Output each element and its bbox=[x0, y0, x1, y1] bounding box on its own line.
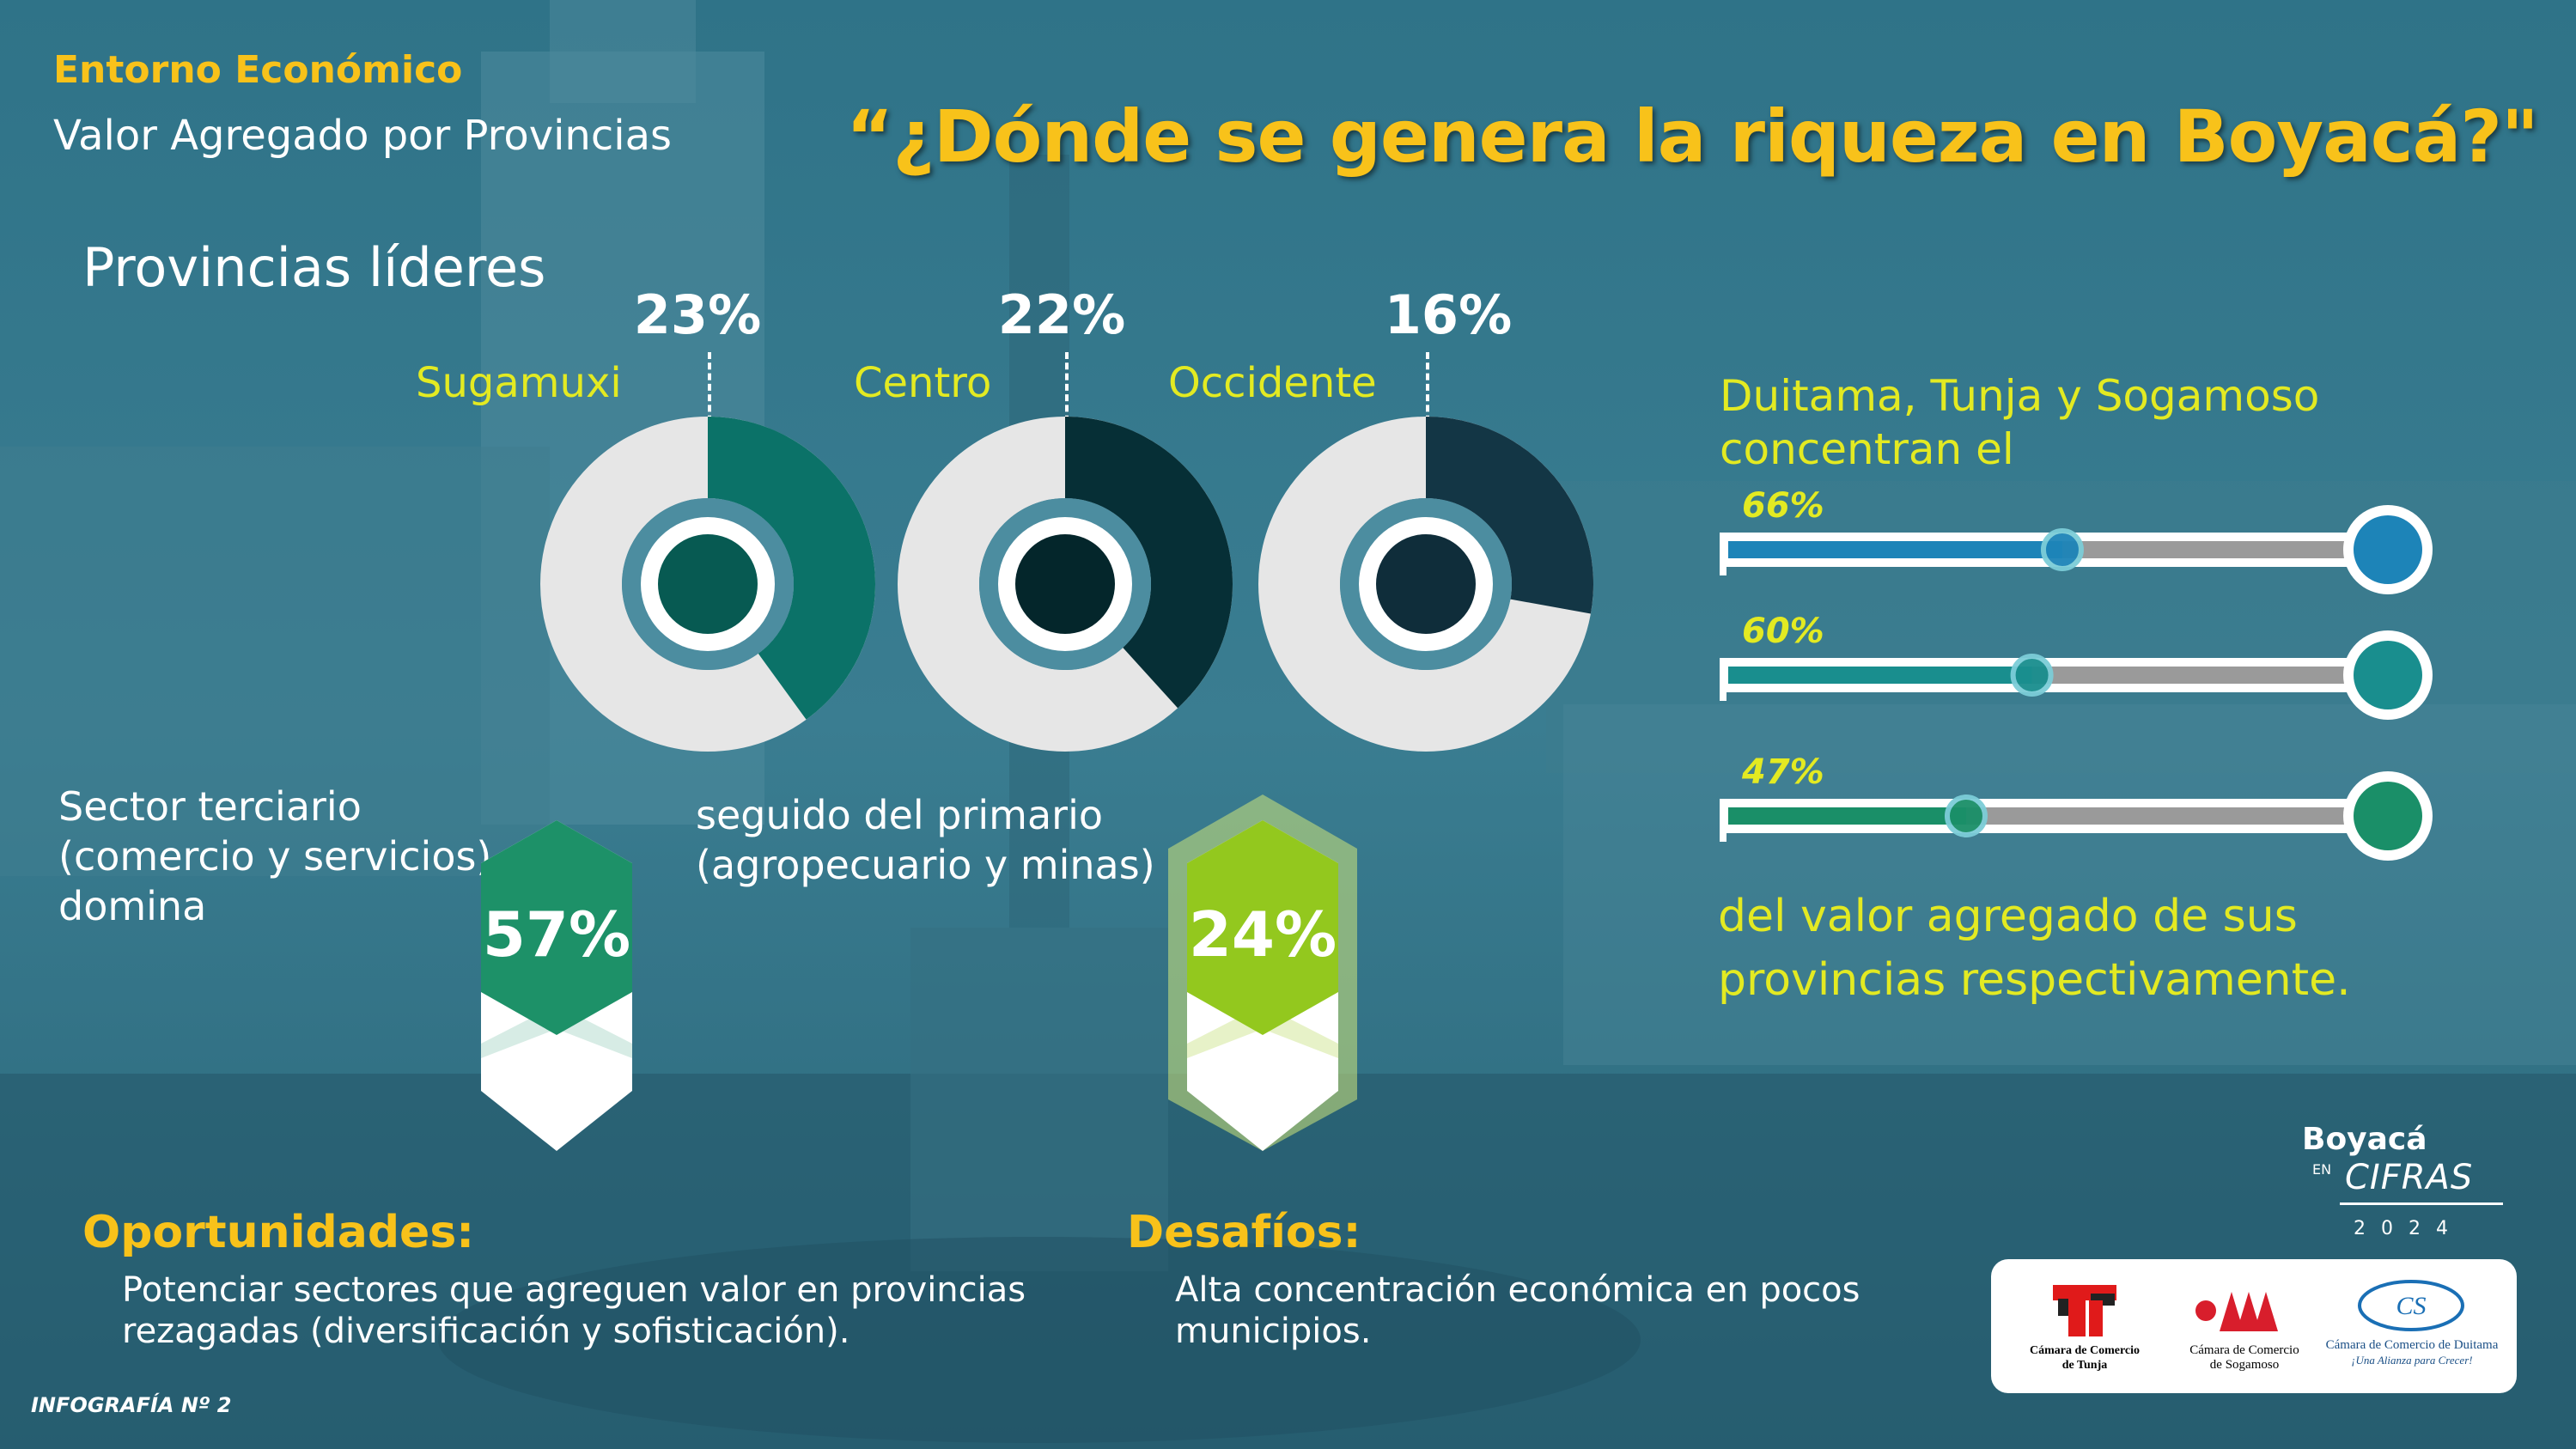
brand-line-1: Boyacá bbox=[2302, 1122, 2427, 1157]
primary-value: 24% bbox=[1188, 898, 1337, 971]
tunja-caption-1: Cámara de Comercio bbox=[2029, 1344, 2141, 1357]
bar-fill-sogamoso bbox=[1728, 807, 1966, 825]
sogamoso-caption-1: Cámara de Comercio bbox=[2189, 1343, 2299, 1357]
province-percent-occidente: 16% bbox=[1384, 283, 1513, 346]
opportunities-line-2: rezagadas (diversificación y sofisticaci… bbox=[122, 1312, 850, 1351]
boyaca-en-cifras-logo: Boyacá EN CIFRAS 2024 bbox=[2302, 1122, 2517, 1239]
bar-fill-duitama bbox=[1728, 541, 2062, 558]
partner-logos: Cámara de Comercio de Tunja Cámara de Co… bbox=[1991, 1259, 2517, 1393]
donut-center-centro bbox=[1015, 534, 1115, 634]
opportunities-line-1: Potenciar sectores que agreguen valor en… bbox=[122, 1270, 1026, 1310]
headline: “¿Dónde se genera la riqueza en Boyacá?" bbox=[846, 94, 2539, 179]
concentration-outro: del valor agregado de sus provincias res… bbox=[1718, 891, 2351, 1006]
primary-text: seguido del primario (agropecuario y min… bbox=[696, 790, 1155, 890]
donut-center-sugamuxi bbox=[658, 534, 758, 634]
province-name-sugamuxi: Sugamuxi bbox=[416, 359, 622, 407]
challenges-title: Desafíos: bbox=[1127, 1207, 1361, 1258]
tertiary-text: Sector terciario (comercio y servicios) … bbox=[58, 782, 491, 931]
bar-end-dot-sogamoso bbox=[2354, 782, 2422, 850]
section-subtitle: Valor Agregado por Provincias bbox=[53, 112, 672, 160]
challenges-text: Alta concentración económica en pocos mu… bbox=[1175, 1269, 1860, 1352]
brand-year: 2024 bbox=[2354, 1218, 2463, 1239]
bar-label-duitama: 66% bbox=[1742, 486, 1824, 526]
challenges-line-2: municipios. bbox=[1175, 1312, 1372, 1351]
primary-hexagon bbox=[1168, 795, 1357, 1151]
sogamoso-caption-2: de Sogamoso bbox=[2209, 1358, 2280, 1372]
bar-knob-sogamoso bbox=[1944, 795, 1988, 837]
sogamoso-chamber-logo bbox=[2195, 1292, 2278, 1331]
primary-line-2: (agropecuario y minas) bbox=[696, 842, 1155, 888]
brand-line-3: CIFRAS bbox=[2345, 1158, 2474, 1197]
leaders-title: Provincias líderes bbox=[82, 236, 546, 299]
donut-segment-centro bbox=[1065, 417, 1233, 709]
province-percent-centro: 22% bbox=[997, 283, 1126, 346]
bar-tick-tunja bbox=[1720, 658, 1726, 701]
brand-line-2: EN bbox=[2312, 1161, 2332, 1178]
infografia-number: INFOGRAFÍA Nº 2 bbox=[31, 1393, 232, 1417]
opportunities-text: Potenciar sectores que agreguen valor en… bbox=[122, 1269, 1026, 1352]
sogamoso-chamber-caption: Cámara de Comercio de Sogamoso bbox=[2171, 1343, 2317, 1373]
bar-end-dot-tunja bbox=[2354, 641, 2422, 709]
tunja-chamber-logo bbox=[2053, 1285, 2116, 1336]
bar-tick-duitama bbox=[1720, 533, 1726, 575]
donut-segment-occidente bbox=[1426, 417, 1593, 614]
province-name-occidente: Occidente bbox=[1168, 359, 1377, 407]
tertiary-line-2: (comercio y servicios) bbox=[58, 833, 492, 880]
tertiary-value: 57% bbox=[482, 898, 631, 971]
section-kicker: Entorno Económico bbox=[53, 48, 463, 92]
tertiary-hexagon bbox=[481, 820, 632, 1151]
bar-fill-tunja bbox=[1728, 667, 2032, 684]
province-percent-sugamuxi: 23% bbox=[633, 283, 762, 346]
bar-label-sogamoso: 47% bbox=[1742, 752, 1824, 792]
challenges-line-1: Alta concentración económica en pocos bbox=[1175, 1270, 1860, 1310]
concentration-intro: Duitama, Tunja y Sogamoso concentran el bbox=[1720, 371, 2320, 474]
bar-knob-duitama bbox=[2040, 528, 2084, 571]
bar-knob-tunja bbox=[2010, 654, 2054, 697]
bar-end-dot-duitama bbox=[2354, 515, 2422, 584]
svg-text:CS: CS bbox=[2396, 1292, 2426, 1320]
tertiary-line-3: domina bbox=[58, 883, 207, 929]
duitama-caption-1: Cámara de Comercio de Duitama bbox=[2325, 1338, 2499, 1352]
tunja-caption-2: de Tunja bbox=[2061, 1359, 2108, 1372]
province-name-centro: Centro bbox=[854, 359, 992, 407]
brand-divider bbox=[2340, 1202, 2503, 1205]
donut-center-occidente bbox=[1376, 534, 1476, 634]
primary-line-1: seguido del primario bbox=[696, 792, 1103, 838]
bar-tick-sogamoso bbox=[1720, 799, 1726, 842]
opportunities-title: Oportunidades: bbox=[82, 1207, 475, 1258]
duitama-caption-2: ¡Una Alianza para Crecer! bbox=[2351, 1354, 2473, 1367]
donut-segment-sugamuxi bbox=[708, 417, 876, 720]
tertiary-line-1: Sector terciario bbox=[58, 783, 362, 830]
tunja-chamber-caption: Cámara de Comercio de Tunja bbox=[2012, 1343, 2158, 1373]
bar-label-tunja: 60% bbox=[1742, 612, 1824, 651]
duitama-chamber-caption: Cámara de Comercio de Duitama ¡Una Alian… bbox=[2317, 1338, 2506, 1367]
duitama-chamber-logo: CS bbox=[2358, 1280, 2464, 1331]
